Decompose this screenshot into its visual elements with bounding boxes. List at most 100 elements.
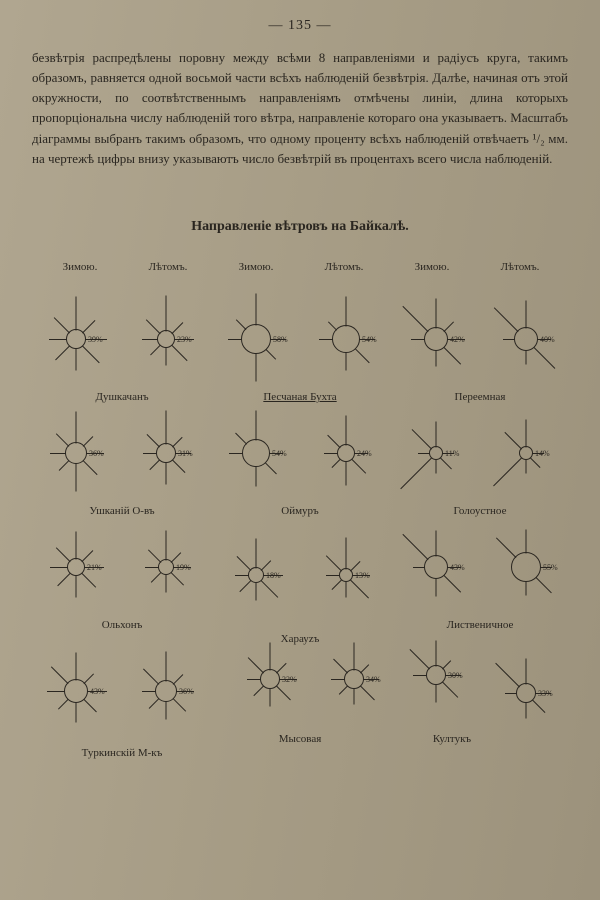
calm-percentage: 36% <box>179 687 194 696</box>
wind-ray <box>166 295 167 331</box>
wind-ray <box>496 537 517 558</box>
calm-percentage: 40% <box>540 335 555 344</box>
wind-ray <box>526 581 527 595</box>
wind-ray <box>253 685 264 696</box>
body-paragraph: безвѣтрія распредѣлены поровну между всѣ… <box>32 48 568 169</box>
wind-ray <box>324 453 338 454</box>
calm-percentage: 54% <box>272 449 287 458</box>
column-header: Зимою. <box>388 261 476 273</box>
wind-ray <box>436 298 437 328</box>
wind-ray <box>143 453 157 454</box>
wind-ray <box>443 575 461 593</box>
wind-ray <box>355 348 370 363</box>
wind-ray <box>443 347 461 365</box>
wind-ray <box>256 582 257 600</box>
location-label: Ушканій О-въ <box>89 505 154 517</box>
wind-ray <box>166 530 167 560</box>
wind-ray <box>173 698 186 711</box>
wind-ray <box>532 699 545 712</box>
column-header: Лѣтомъ. <box>300 261 388 273</box>
calm-percentage: 58% <box>273 335 288 344</box>
wind-ray <box>526 350 527 364</box>
wind-ray <box>326 575 340 576</box>
rose-center-circle <box>344 669 364 689</box>
rose-center-circle <box>156 443 176 463</box>
location-label: Оймуръ <box>281 505 318 517</box>
rose-center-circle <box>157 330 175 348</box>
wind-ray <box>436 421 437 447</box>
calm-percentage: 13% <box>355 571 370 580</box>
wind-ray <box>494 307 519 332</box>
wind-ray <box>166 347 167 365</box>
wind-ray <box>346 537 347 569</box>
wind-rose: 34% <box>310 635 398 723</box>
wind-ray <box>142 339 158 340</box>
wind-ray <box>151 572 162 583</box>
wind-ray <box>76 411 77 443</box>
wind-ray <box>332 459 341 468</box>
wind-ray <box>331 679 345 680</box>
wind-ray <box>59 460 70 471</box>
calm-percentage: 54% <box>362 335 377 344</box>
wind-ray <box>526 702 527 718</box>
wind-rose: 31% <box>122 409 210 497</box>
wind-ray <box>319 339 333 340</box>
wind-ray <box>436 459 437 473</box>
wind-ray <box>402 534 428 560</box>
wind-ray <box>526 419 527 447</box>
wind-ray <box>83 460 98 475</box>
rose-center-circle <box>426 665 446 685</box>
rose-center-circle <box>241 324 271 354</box>
wind-ray <box>346 461 347 485</box>
wind-rose: 54% <box>302 295 390 383</box>
calm-percentage: 21% <box>87 563 102 572</box>
page: — 135 — безвѣтрія распредѣлены поровну м… <box>0 0 600 900</box>
rose-center-circle <box>66 329 86 349</box>
wind-ray <box>248 657 264 673</box>
wind-ray <box>276 685 291 700</box>
wind-ray <box>76 702 77 722</box>
calm-percentage: 18% <box>266 571 281 580</box>
wind-ray <box>50 453 66 454</box>
wind-ray <box>493 457 522 486</box>
wind-rose: 40% <box>482 295 570 383</box>
wind-ray <box>351 459 366 474</box>
wind-rose: 55% <box>482 523 570 611</box>
rose-center-circle <box>242 439 270 467</box>
wind-ray <box>339 685 348 694</box>
wind-ray <box>47 691 65 692</box>
rose-center-circle <box>260 669 280 689</box>
wind-ray <box>142 691 156 692</box>
wind-ray <box>166 701 167 719</box>
wind-ray <box>172 459 185 472</box>
wind-ray <box>354 642 355 670</box>
wind-ray <box>49 339 67 340</box>
wind-rose: 30% <box>392 631 480 719</box>
wind-rose: 11% <box>392 409 480 497</box>
rose-center-circle <box>337 444 355 462</box>
wind-ray <box>400 457 432 489</box>
wind-ray <box>76 296 77 330</box>
wind-ray <box>526 529 527 553</box>
calm-percentage: 43% <box>450 563 465 572</box>
wind-ray <box>82 320 95 333</box>
wind-ray <box>256 293 257 325</box>
calm-percentage: 11% <box>445 449 459 458</box>
wind-ray <box>436 684 437 702</box>
rose-center-circle <box>516 683 536 703</box>
wind-ray <box>265 462 277 474</box>
location-label: Душкачанъ <box>95 391 148 403</box>
wind-rose: 18% <box>212 531 300 619</box>
calm-percentage: 39% <box>88 335 103 344</box>
wind-ray <box>530 457 541 468</box>
rose-center-circle <box>158 559 174 575</box>
wind-ray <box>76 348 77 370</box>
location-label: Ольхонъ <box>102 619 143 631</box>
location-label: Переемная <box>455 391 506 403</box>
wind-ray <box>51 666 69 684</box>
calm-percentage: 14% <box>535 449 550 458</box>
wind-rose: 39% <box>32 295 120 383</box>
rose-center-circle <box>67 558 85 576</box>
rose-center-circle <box>155 680 177 702</box>
wind-ray <box>346 296 347 326</box>
